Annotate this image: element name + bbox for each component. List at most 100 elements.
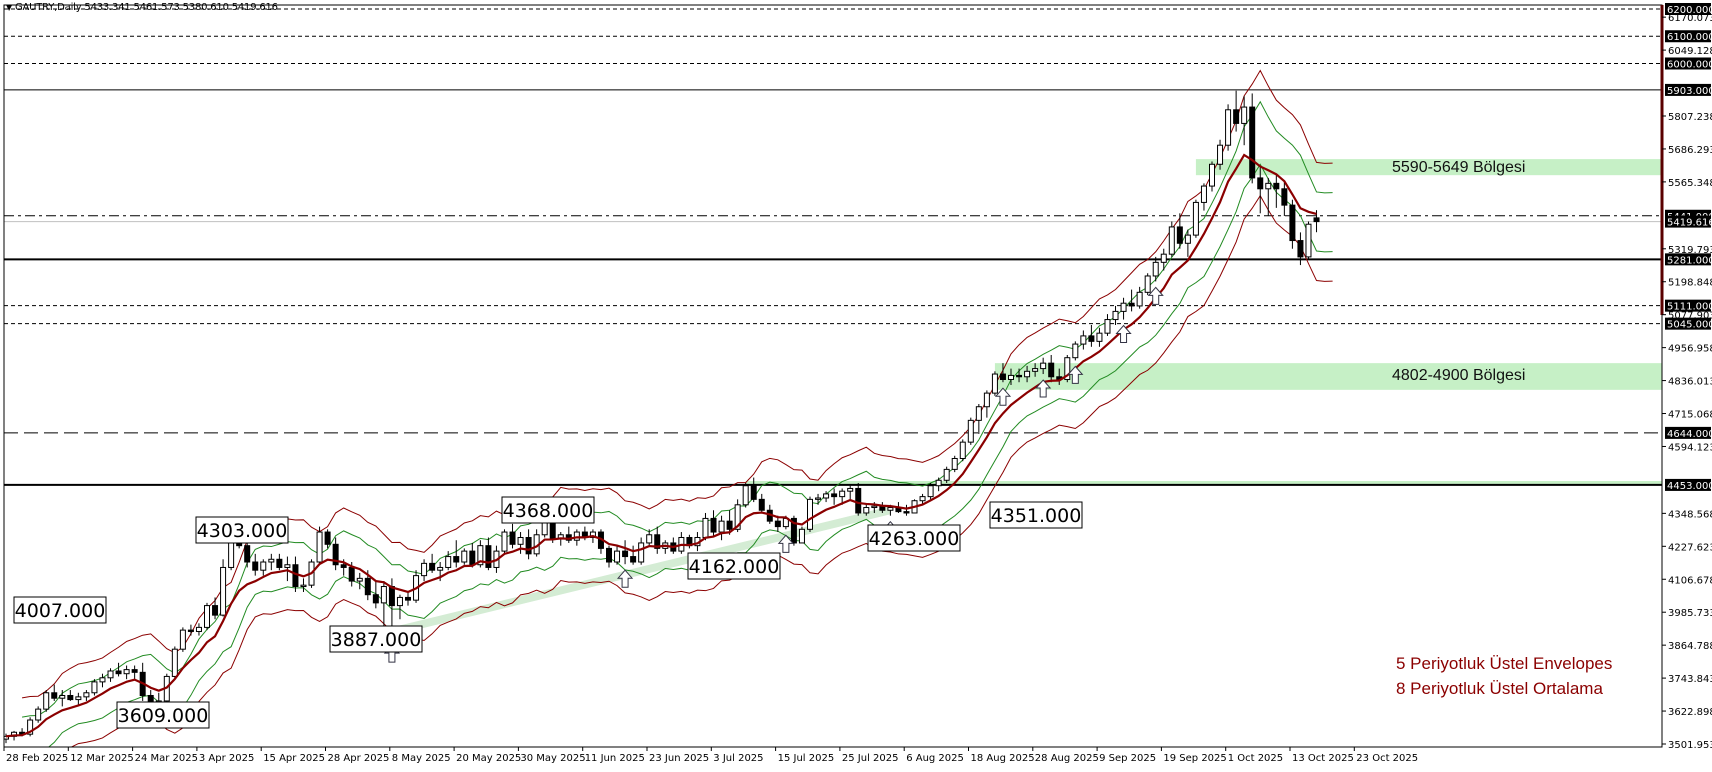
- candle-body[interactable]: [43, 692, 50, 710]
- plot-area[interactable]: [4, 8, 1663, 768]
- candle-body[interactable]: [1096, 332, 1103, 342]
- candle-body[interactable]: [292, 564, 299, 588]
- candle-body[interactable]: [300, 584, 307, 588]
- candle-body[interactable]: [1080, 335, 1087, 345]
- candle-body[interactable]: [1225, 109, 1232, 146]
- price-label-box[interactable]: 4007.000: [13, 596, 107, 624]
- candle-body[interactable]: [863, 507, 870, 514]
- candle-body[interactable]: [340, 564, 347, 568]
- candle-body[interactable]: [525, 536, 532, 555]
- candle-body[interactable]: [509, 531, 516, 545]
- candle-body[interactable]: [622, 550, 629, 558]
- price-label-box[interactable]: 4351.000: [989, 501, 1083, 529]
- candle-body[interactable]: [807, 498, 813, 530]
- candle-body[interactable]: [195, 626, 202, 632]
- candle-body[interactable]: [204, 605, 210, 628]
- candle-body[interactable]: [1136, 291, 1143, 307]
- candle-body[interactable]: [919, 496, 926, 502]
- candle-body[interactable]: [903, 511, 910, 514]
- candle-body[interactable]: [831, 493, 838, 498]
- candle-body[interactable]: [380, 586, 387, 604]
- candle-body[interactable]: [646, 534, 653, 544]
- candle-body[interactable]: [364, 577, 371, 596]
- candle-body[interactable]: [332, 543, 339, 566]
- candle-body[interactable]: [107, 670, 114, 679]
- candle-body[interactable]: [1281, 188, 1288, 206]
- candle-body[interactable]: [59, 694, 66, 699]
- candle-body[interactable]: [421, 562, 428, 577]
- candle-body[interactable]: [348, 566, 355, 582]
- candle-body[interactable]: [220, 566, 227, 616]
- candle-body[interactable]: [823, 493, 830, 499]
- candle-body[interactable]: [388, 586, 395, 607]
- candle-body[interactable]: [630, 556, 637, 563]
- candle-body[interactable]: [1088, 335, 1095, 342]
- candle-body[interactable]: [1273, 182, 1280, 190]
- price-label-box[interactable]: 4263.000: [867, 524, 961, 552]
- candle-body[interactable]: [1008, 374, 1014, 380]
- candle-body[interactable]: [187, 629, 194, 632]
- candle-body[interactable]: [983, 392, 990, 408]
- candle-body[interactable]: [935, 479, 942, 487]
- candle-body[interactable]: [606, 547, 612, 563]
- candle-body[interactable]: [589, 531, 596, 538]
- candle-body[interactable]: [1040, 362, 1047, 370]
- candle-body[interactable]: [27, 719, 34, 735]
- price-label-box[interactable]: 3887.000: [329, 625, 423, 653]
- candle-body[interactable]: [1289, 204, 1296, 242]
- candle-body[interactable]: [1249, 106, 1256, 179]
- candle-body[interactable]: [501, 531, 508, 552]
- candle-body[interactable]: [967, 419, 974, 443]
- candle-body[interactable]: [1297, 240, 1304, 258]
- price-axis[interactable]: 6170.073 6049.128 5807.238 5686.293 5565.348…: [1662, 3, 1712, 751]
- candle-body[interactable]: [485, 545, 492, 568]
- candle-body[interactable]: [252, 561, 259, 571]
- candle-body[interactable]: [1176, 226, 1183, 244]
- candle-body[interactable]: [123, 669, 130, 675]
- candle-body[interactable]: [469, 550, 476, 566]
- candle-body[interactable]: [1192, 201, 1199, 236]
- candle-body[interactable]: [734, 504, 741, 530]
- candle-body[interactable]: [316, 531, 323, 563]
- price-label-box[interactable]: 4303.000: [195, 516, 289, 544]
- candle-body[interactable]: [750, 485, 757, 500]
- time-axis[interactable]: 28 Feb 2025 12 Mar 2025 24 Mar 2025 3 Apr 2…: [3, 747, 1418, 764]
- candle-body[interactable]: [999, 373, 1006, 380]
- candle-body[interactable]: [372, 594, 379, 604]
- candle-body[interactable]: [710, 517, 717, 533]
- candle-body[interactable]: [1233, 109, 1240, 124]
- candle-body[interactable]: [228, 542, 235, 568]
- candle-body[interactable]: [35, 708, 42, 721]
- price-label-box[interactable]: 4368.000: [501, 496, 595, 524]
- candle-body[interactable]: [943, 468, 950, 481]
- candle-body[interactable]: [324, 531, 331, 545]
- candle-body[interactable]: [1048, 362, 1055, 378]
- candle-body[interactable]: [1217, 144, 1224, 165]
- candle-body[interactable]: [1016, 374, 1023, 378]
- candle-body[interactable]: [1241, 106, 1248, 124]
- candle-body[interactable]: [839, 490, 846, 498]
- candle-body[interactable]: [718, 520, 725, 533]
- candle-body[interactable]: [742, 485, 749, 506]
- candle-body[interactable]: [1265, 182, 1272, 190]
- candle-body[interactable]: [991, 373, 998, 394]
- candle-body[interactable]: [67, 694, 74, 701]
- candle-body[interactable]: [702, 517, 709, 538]
- candle-body[interactable]: [356, 577, 363, 582]
- candle-body[interactable]: [51, 692, 58, 699]
- candle-body[interactable]: [927, 485, 934, 498]
- candle-body[interactable]: [1072, 343, 1079, 359]
- candle-body[interactable]: [638, 542, 645, 563]
- candle-body[interactable]: [790, 517, 797, 544]
- candle-body[interactable]: [284, 564, 291, 568]
- candle-body[interactable]: [1313, 217, 1320, 223]
- candle-body[interactable]: [614, 550, 621, 563]
- candle-body[interactable]: [815, 497, 822, 500]
- candle-body[interactable]: [405, 596, 411, 601]
- candle-body[interactable]: [91, 681, 98, 694]
- candle-body[interactable]: [1104, 319, 1111, 334]
- support-zone[interactable]: [994, 363, 1662, 390]
- support-zone[interactable]: [1195, 159, 1662, 176]
- candle-body[interactable]: [115, 670, 122, 675]
